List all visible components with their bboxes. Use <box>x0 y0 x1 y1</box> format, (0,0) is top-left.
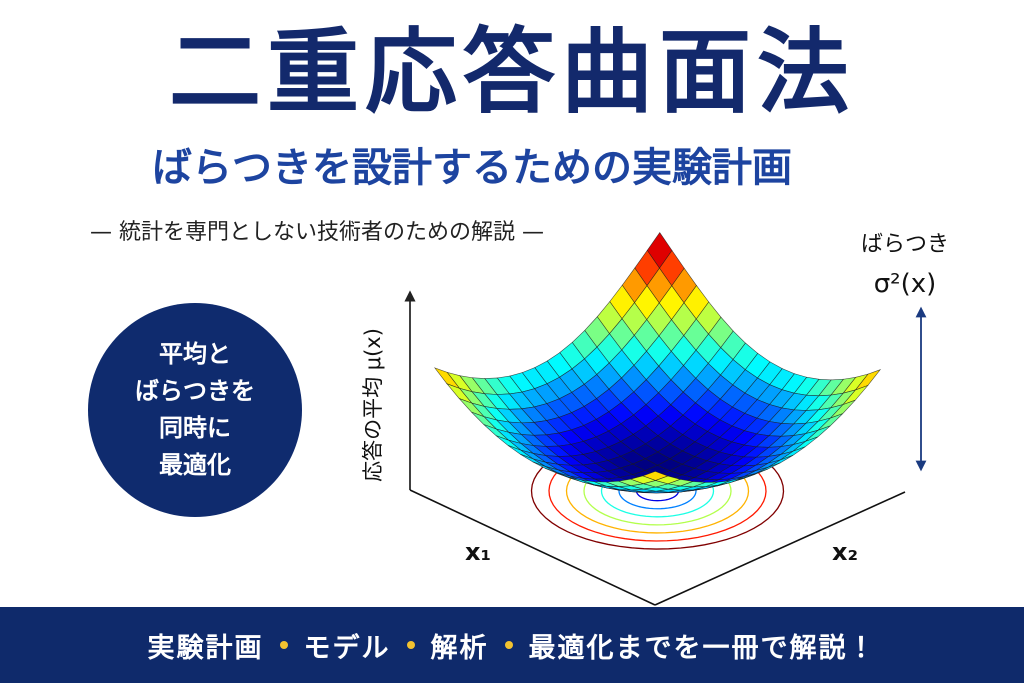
subtitle: ばらつきを設計するための実験計画 <box>152 145 792 191</box>
title: 二重応答曲面法 <box>168 19 855 126</box>
surface-cell <box>642 471 669 481</box>
footer-item: 解析 <box>430 632 489 664</box>
x2-axis <box>654 491 906 606</box>
separator-dot <box>279 641 288 649</box>
separator-dot <box>406 641 415 649</box>
badge-line: 同時に <box>159 414 231 442</box>
badge-line: 平均と <box>159 340 231 368</box>
separator-dot <box>504 641 513 649</box>
tagline: — 統計を専門としない技術者のための解説 — <box>90 220 544 245</box>
variance-label: ばらつき <box>861 232 949 257</box>
x1-axis <box>409 489 656 606</box>
x2-label: x₂ <box>832 538 858 566</box>
footer-item: 実験計画 <box>147 632 264 664</box>
footer-item: 最適化までを一冊で解説！ <box>528 632 877 664</box>
variance-symbol: σ²(x) <box>874 269 937 299</box>
badge: 平均とばらつきを同時に最適化 <box>88 303 302 517</box>
x1-label: x₁ <box>465 538 491 566</box>
footer-item: モデル <box>303 632 391 664</box>
surface-figure: 応答の平均 μ(x) x₁ x₂ ばらつき σ²(x) <box>361 232 949 606</box>
surface <box>433 232 882 494</box>
badge-line: 最適化 <box>159 451 231 479</box>
ground-plane <box>404 290 906 606</box>
z-axis-label: 応答の平均 μ(x) <box>361 328 385 482</box>
badge-line: ばらつきを <box>135 377 255 405</box>
footer-band: 実験計画 モデル 解析 最適化までを一冊で解説！ <box>0 607 1024 683</box>
